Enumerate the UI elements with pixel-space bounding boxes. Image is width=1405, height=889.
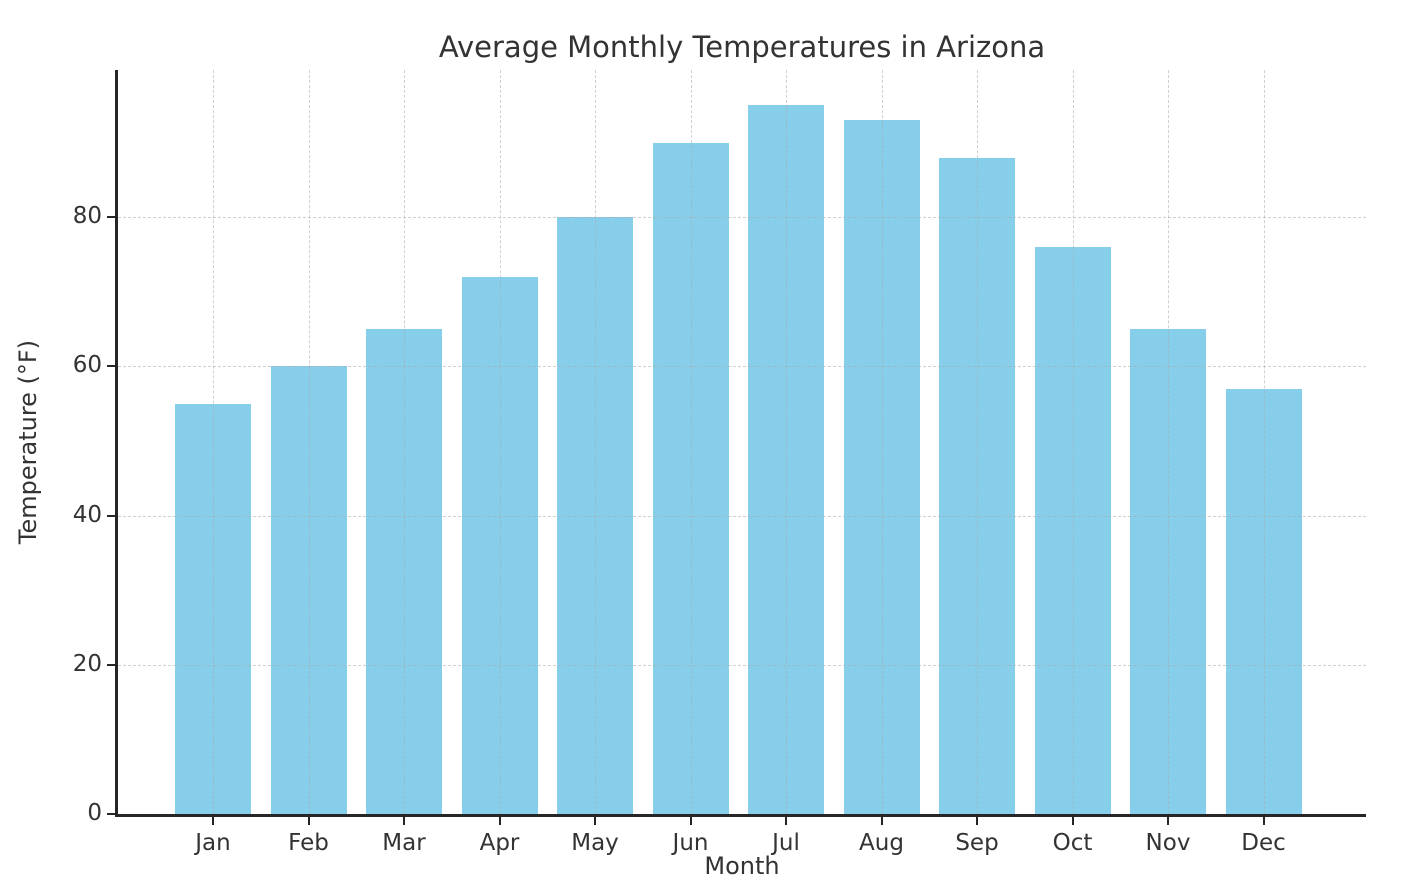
bar-sep <box>939 157 1015 814</box>
x-tick-label-sep: Sep <box>955 830 999 856</box>
bar-feb <box>270 366 347 814</box>
x-tick-label-jan: Jan <box>195 830 231 856</box>
bar-apr <box>461 276 538 814</box>
x-tick-label-jun: Jun <box>672 830 709 856</box>
x-tick-label-oct: Oct <box>1052 830 1093 856</box>
y-tick-label-60: 60 <box>72 352 102 379</box>
plot-area: 0 20 40 60 80 Jan Feb Mar Apr May Jun Jul Aug Sep Oct N… <box>73 70 1366 856</box>
x-tick-label-may: May <box>571 830 619 856</box>
x-tick-mark-jun <box>689 817 692 825</box>
y-tick-label-80: 80 <box>72 203 102 230</box>
bar-jan <box>175 403 251 814</box>
x-tick-label-aug: Aug <box>859 830 904 856</box>
x-tick-mark-apr <box>498 817 501 825</box>
x-tick-label-apr: Apr <box>479 830 520 856</box>
x-tick-label-mar: Mar <box>382 830 426 856</box>
x-tick-mark-oct <box>1071 817 1074 825</box>
gridline-y-80 <box>118 217 1366 219</box>
y-tick-mark-60 <box>107 365 115 368</box>
x-tick-mark-sep <box>976 817 978 825</box>
x-tick-mark-dec <box>1262 817 1265 825</box>
y-tick-mark-40 <box>107 514 115 517</box>
chart-title: Average Monthly Temperatures in Arizona <box>438 30 1046 64</box>
x-tick-label-nov: Nov <box>1145 830 1191 856</box>
x-tick-label-dec: Dec <box>1241 830 1286 856</box>
x-tick-mark-jan <box>212 817 214 825</box>
x-axis-spine <box>115 814 1366 817</box>
bar-nov <box>1130 329 1206 814</box>
bar-aug <box>843 120 920 814</box>
x-tick-label-jul: Jul <box>772 830 800 856</box>
y-tick-mark-0 <box>107 813 115 815</box>
y-tick-label-40: 40 <box>72 501 102 528</box>
y-tick-label-20: 20 <box>72 650 102 677</box>
x-tick-mark-aug <box>880 817 883 825</box>
bar-jul <box>748 105 824 814</box>
x-tick-label-feb: Feb <box>288 830 329 856</box>
x-tick-mark-mar <box>403 817 405 825</box>
x-tick-mark-jul <box>785 817 787 825</box>
bar-may <box>557 217 633 814</box>
x-tick-mark-nov <box>1167 817 1169 825</box>
bar-mar <box>366 329 442 814</box>
x-tick-mark-feb <box>307 817 310 825</box>
y-tick-mark-80 <box>107 216 115 219</box>
bar-oct <box>1034 247 1111 814</box>
y-tick-mark-20 <box>107 663 115 666</box>
y-tick-label-0: 0 <box>87 800 102 826</box>
x-axis-label: Month <box>704 852 780 880</box>
y-axis-spine <box>115 70 118 817</box>
x-tick-mark-may <box>594 817 596 825</box>
bar-jun <box>652 142 729 814</box>
bar-dec <box>1225 388 1302 814</box>
